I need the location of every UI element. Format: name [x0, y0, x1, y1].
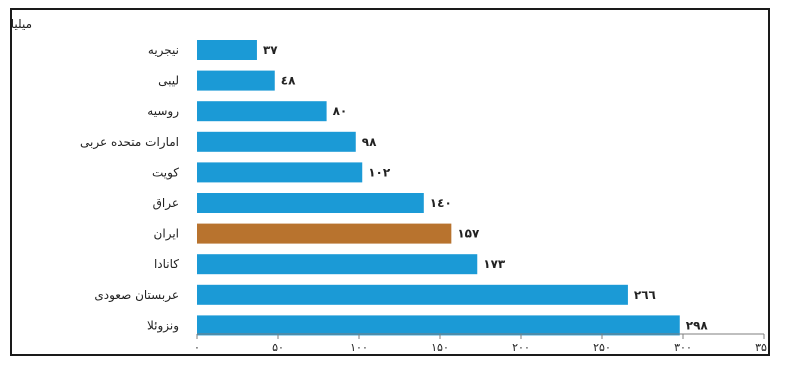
- value-label-9: ۲۹۸: [686, 318, 709, 332]
- value-label-2: ۸۰: [333, 104, 348, 118]
- bar-4: [197, 162, 363, 183]
- category-label-8: عربستان صعودی: [94, 288, 179, 303]
- value-label-4: ۱۰۲: [368, 165, 391, 179]
- category-label-9: ونزوئلا: [147, 318, 179, 333]
- bar-7: [197, 254, 478, 275]
- x-tick-label-4: ۲۰۰: [512, 341, 530, 354]
- x-axis: ۰ ۵۰ ۱۰۰ ۱۵۰ ۲۰۰ ۲۵۰ ۳۰۰ ۳۵۰: [194, 333, 768, 354]
- x-tick-label-3: ۱۵۰: [431, 341, 449, 354]
- bar-8: [197, 284, 628, 305]
- chart-frame: میلیارد بشکه نیجریه ۳۷ لیبی ٤۸ روسیه ۸۰ امارات…: [10, 8, 770, 356]
- x-tick-label-2: ۱۰۰: [350, 341, 368, 354]
- category-label-3: امارات متحده عربی: [80, 135, 179, 150]
- value-label-6: ۱۵۷: [457, 227, 480, 241]
- x-tick-label-6: ۳۰۰: [674, 341, 692, 354]
- x-tick-label-0: ۰: [194, 341, 200, 354]
- category-label-0: نیجریه: [148, 43, 179, 58]
- value-label-8: ۲٦٦: [634, 288, 656, 302]
- x-tick-label-5: ۲۵۰: [593, 341, 611, 354]
- x-tick-label-1: ۵۰: [272, 341, 284, 354]
- value-label-1: ٤۸: [281, 74, 296, 88]
- value-label-0: ۳۷: [263, 43, 278, 57]
- bar-0: [197, 40, 257, 60]
- bar-6: [197, 223, 452, 244]
- bars-group: نیجریه ۳۷ لیبی ٤۸ روسیه ۸۰ امارات متحده عربی ۹۸…: [80, 40, 709, 336]
- bar-1: [197, 70, 275, 91]
- unit-label: میلیارد بشکه: [12, 17, 32, 32]
- category-label-5: عراق: [153, 196, 179, 211]
- bar-2: [197, 101, 327, 122]
- category-label-1: لیبی: [158, 74, 179, 88]
- bar-chart: میلیارد بشکه نیجریه ۳۷ لیبی ٤۸ روسیه ۸۰ امارات…: [12, 17, 768, 354]
- category-label-4: کویت: [152, 165, 179, 180]
- category-label-6: ایران: [154, 227, 179, 242]
- x-tick-label-7: ۳۵۰: [755, 341, 768, 354]
- value-label-5: ۱٤۰: [430, 196, 452, 210]
- value-label-3: ۹۸: [362, 135, 377, 149]
- category-label-7: کانادا: [154, 257, 179, 271]
- category-label-2: روسیه: [147, 104, 179, 119]
- bar-9: [197, 315, 680, 336]
- value-label-7: ۱۷۳: [483, 257, 506, 271]
- bar-5: [197, 193, 424, 213]
- bar-3: [197, 131, 356, 152]
